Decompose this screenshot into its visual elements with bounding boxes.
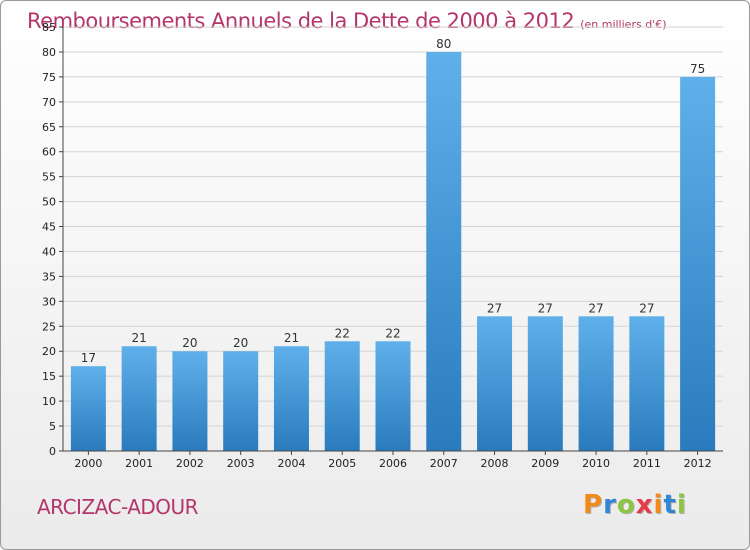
y-tick-label: 5 <box>49 420 56 433</box>
x-tick-label-2009: 2009 <box>531 457 559 470</box>
y-tick-label: 20 <box>42 345 56 358</box>
data-label-2004: 21 <box>284 331 299 345</box>
logo-letter: i <box>653 490 664 520</box>
tick-labels: 0 5 10 15 20 25 30 35 40 45 50 55 60 65 70 75 80 85 17 2000… <box>42 21 712 470</box>
bar-2002 <box>172 351 208 451</box>
y-tick-label: 25 <box>42 320 56 333</box>
data-label-2000: 17 <box>81 351 96 365</box>
y-tick-label: 85 <box>42 21 56 34</box>
bar-2011 <box>629 316 665 451</box>
y-tick-label: 15 <box>42 370 56 383</box>
data-label-2011: 27 <box>639 301 654 315</box>
y-tick-label: 10 <box>42 395 56 408</box>
logo-letter: x <box>635 490 654 520</box>
data-label-2010: 27 <box>588 301 603 315</box>
bar-2012 <box>680 76 716 451</box>
bar-2009 <box>527 316 563 451</box>
logo-letter: t <box>663 490 677 520</box>
bar-2005 <box>324 341 360 451</box>
logo-letter: o <box>616 490 636 520</box>
y-tick-label: 55 <box>42 171 56 184</box>
logo-letter: P <box>583 490 604 520</box>
y-tick-label: 35 <box>42 270 56 283</box>
x-tick-label-2007: 2007 <box>430 457 458 470</box>
bar-2008 <box>477 316 513 451</box>
y-tick-label: 0 <box>49 445 56 458</box>
bar-2001 <box>121 346 157 451</box>
proxiti-logo: Proxiti <box>583 490 687 520</box>
bar-2004 <box>273 346 309 451</box>
y-tick-label: 60 <box>42 146 56 159</box>
x-tick-label-2012: 2012 <box>684 457 712 470</box>
x-tick-label-2010: 2010 <box>582 457 610 470</box>
y-tick-label: 65 <box>42 121 56 134</box>
y-tick-label: 70 <box>42 96 56 109</box>
y-tick-label: 80 <box>42 46 56 59</box>
x-tick-label-2002: 2002 <box>176 457 204 470</box>
data-label-2012: 75 <box>690 62 705 76</box>
chart-title-text: Remboursements Annuels de la Dette de 20… <box>27 9 575 33</box>
data-label-2006: 22 <box>385 326 400 340</box>
x-tick-label-2006: 2006 <box>379 457 407 470</box>
location-label: ARCIZAC-ADOUR <box>37 495 199 519</box>
chart-unit: (en milliers d'€) <box>580 18 667 31</box>
data-label-2008: 27 <box>487 301 502 315</box>
chart-title: Remboursements Annuels de la Dette de 20… <box>27 9 666 33</box>
bar-2000 <box>70 366 106 451</box>
x-tick-label-2011: 2011 <box>633 457 661 470</box>
y-tick-label: 75 <box>42 71 56 84</box>
bar-2006 <box>375 341 411 451</box>
logo-letter: i <box>676 490 687 520</box>
bar-2003 <box>223 351 259 451</box>
y-tick-label: 40 <box>42 245 56 258</box>
x-tick-label-2008: 2008 <box>481 457 509 470</box>
bar-2010 <box>578 316 614 451</box>
logo-letter: r <box>603 490 617 520</box>
data-label-2001: 21 <box>132 331 147 345</box>
axes <box>59 26 723 455</box>
data-label-2003: 20 <box>233 336 248 350</box>
data-label-2002: 20 <box>182 336 197 350</box>
y-tick-label: 50 <box>42 196 56 209</box>
y-tick-label: 45 <box>42 221 56 234</box>
x-tick-label-2001: 2001 <box>125 457 153 470</box>
data-label-2007: 80 <box>436 37 451 51</box>
x-tick-label-2004: 2004 <box>277 457 305 470</box>
y-tick-label: 30 <box>42 295 56 308</box>
x-tick-label-2005: 2005 <box>328 457 356 470</box>
data-label-2005: 22 <box>335 326 350 340</box>
x-tick-label-2000: 2000 <box>74 457 102 470</box>
bars <box>70 51 716 452</box>
data-label-2009: 27 <box>538 301 553 315</box>
x-tick-label-2003: 2003 <box>227 457 255 470</box>
bar-2007 <box>426 51 462 452</box>
